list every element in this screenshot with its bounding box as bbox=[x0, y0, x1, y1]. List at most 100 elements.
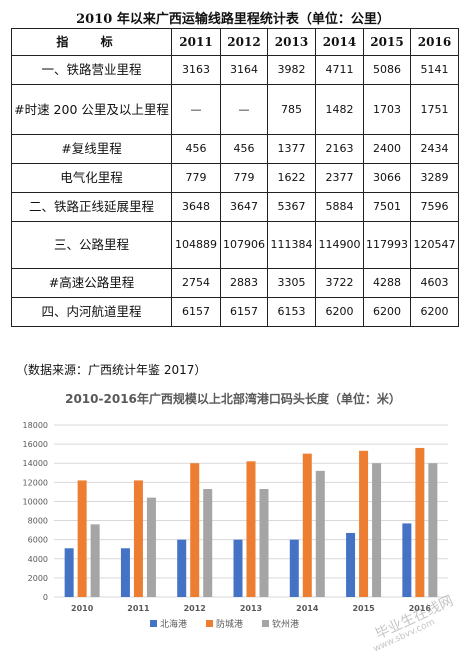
bar bbox=[133, 480, 143, 597]
bar bbox=[359, 450, 369, 597]
y-tick-label: 18000 bbox=[23, 421, 48, 430]
table-cell: 456 bbox=[220, 134, 268, 164]
bar bbox=[90, 524, 100, 597]
x-tick-label: 2013 bbox=[240, 604, 262, 613]
table-cell: 117993 bbox=[363, 221, 411, 269]
table-header-year: 2012 bbox=[220, 28, 268, 56]
table-cell: 7596 bbox=[410, 192, 459, 222]
bar bbox=[233, 539, 243, 597]
table-cell: 779 bbox=[220, 163, 268, 193]
table-cell: 1622 bbox=[267, 163, 316, 193]
table-header-year: 2014 bbox=[315, 28, 364, 56]
table-cell: 2163 bbox=[315, 134, 364, 164]
x-tick-label: 2016 bbox=[409, 604, 432, 613]
table-row: 二、铁路正线延展里程 3648 3647 5367 5884 7501 7596 bbox=[11, 192, 459, 222]
x-tick-label: 2012 bbox=[184, 604, 206, 613]
table-cell: 2434 bbox=[410, 134, 459, 164]
x-tick-label: 2011 bbox=[127, 604, 150, 613]
bar bbox=[402, 523, 412, 597]
table-cell: 3647 bbox=[220, 192, 268, 222]
table-cell: 6157 bbox=[220, 297, 268, 327]
table-cell: 4288 bbox=[363, 268, 411, 298]
bar bbox=[120, 548, 130, 597]
table-cell: 6157 bbox=[171, 297, 221, 327]
table-row-label: 电气化里程 bbox=[11, 163, 172, 193]
table-cell: 114900 bbox=[315, 221, 364, 269]
table-cell: 3164 bbox=[220, 55, 268, 85]
table-row-label: 一、铁路营业里程 bbox=[11, 55, 172, 85]
table-cell: 104889 bbox=[171, 221, 221, 269]
table-cell: 7501 bbox=[363, 192, 411, 222]
table-cell: 1703 bbox=[363, 84, 411, 135]
y-tick-label: 0 bbox=[43, 593, 48, 602]
bar bbox=[246, 461, 256, 597]
table-cell: 2883 bbox=[220, 268, 268, 298]
table-cell: 3066 bbox=[363, 163, 411, 193]
table-header-row: 指 标 2011 2012 2013 2014 2015 2016 bbox=[11, 28, 459, 56]
table-row: 电气化里程 779 779 1622 2377 3066 3289 bbox=[11, 163, 459, 193]
legend-swatch bbox=[206, 620, 213, 627]
table-header-year: 2011 bbox=[171, 28, 221, 56]
table-row-label: #高速公路里程 bbox=[11, 268, 172, 298]
table-row: 一、铁路营业里程 3163 3164 3982 4711 5086 5141 bbox=[11, 55, 459, 85]
table-cell: 6200 bbox=[410, 297, 459, 327]
legend-swatch bbox=[262, 620, 269, 627]
table-cell: 111384 bbox=[267, 221, 316, 269]
table-cell: 5884 bbox=[315, 192, 364, 222]
y-tick-label: 10000 bbox=[23, 497, 48, 506]
legend-label: 北海港 bbox=[160, 618, 187, 630]
legend-swatch bbox=[150, 620, 157, 627]
table-cell: 5367 bbox=[267, 192, 316, 222]
table-cell: 1751 bbox=[410, 84, 459, 135]
table-cell: 5086 bbox=[363, 55, 411, 85]
table-row: #复线里程 456 456 1377 2163 2400 2434 bbox=[11, 134, 459, 164]
bar bbox=[428, 463, 438, 597]
table-cell: 4711 bbox=[315, 55, 364, 85]
table-row: 四、内河航道里程 6157 6157 6153 6200 6200 6200 bbox=[11, 297, 459, 327]
x-tick-label: 2010 bbox=[71, 604, 94, 613]
table-cell: 3982 bbox=[267, 55, 316, 85]
bar bbox=[259, 489, 269, 597]
table-cell: 3289 bbox=[410, 163, 459, 193]
table-cell: 1482 bbox=[315, 84, 364, 135]
x-tick-label: 2014 bbox=[296, 604, 319, 613]
table-header-indicator: 指 标 bbox=[11, 28, 172, 56]
x-tick-label: 2015 bbox=[352, 604, 375, 613]
bar bbox=[190, 463, 200, 597]
bar bbox=[315, 470, 325, 597]
bar bbox=[77, 480, 87, 597]
table-cell: 6200 bbox=[315, 297, 364, 327]
table-cell: 3722 bbox=[315, 268, 364, 298]
y-tick-label: 14000 bbox=[23, 459, 48, 468]
chart-title: 2010-2016年广西规模以上北部湾港口码头长度（单位：米） bbox=[65, 391, 401, 406]
legend-label: 防城港 bbox=[216, 618, 243, 630]
bar bbox=[289, 539, 299, 597]
y-tick-label: 12000 bbox=[23, 478, 48, 487]
y-tick-label: 4000 bbox=[28, 555, 48, 564]
table-cell: 5141 bbox=[410, 55, 459, 85]
y-tick-label: 16000 bbox=[23, 440, 48, 449]
bar-chart-svg: 2010-2016年广西规模以上北部湾港口码头长度（单位：米） 0 2000 4000… bbox=[23, 391, 448, 630]
table-row: #高速公路里程 2754 2883 3305 3722 4288 4603 bbox=[11, 268, 459, 298]
bar bbox=[203, 489, 213, 597]
table-cell: 4603 bbox=[410, 268, 459, 298]
table-cell: — bbox=[220, 84, 268, 135]
y-tick-label: 2000 bbox=[28, 574, 48, 583]
table-row-label: 四、内河航道里程 bbox=[11, 297, 172, 327]
table-cell: 2754 bbox=[171, 268, 221, 298]
bar bbox=[302, 453, 312, 597]
table-cell: 107906 bbox=[220, 221, 268, 269]
table-cell: 456 bbox=[171, 134, 221, 164]
bar bbox=[146, 497, 156, 597]
y-tick-label: 6000 bbox=[28, 536, 48, 545]
table-row-label: 三、公路里程 bbox=[11, 221, 172, 269]
bar bbox=[372, 463, 382, 597]
table-title: 2010 年以来广西运输线路里程统计表（单位：公里） bbox=[76, 12, 390, 27]
table-cell: 779 bbox=[171, 163, 221, 193]
y-tick-label: 8000 bbox=[28, 517, 48, 526]
bar-chart: 2010-2016年广西规模以上北部湾港口码头长度（单位：米） 0 2000 4000… bbox=[0, 381, 466, 655]
table-cell: 785 bbox=[267, 84, 316, 135]
table-cell: 1377 bbox=[267, 134, 316, 164]
table-cell: 6153 bbox=[267, 297, 316, 327]
legend-label: 钦州港 bbox=[272, 618, 299, 630]
